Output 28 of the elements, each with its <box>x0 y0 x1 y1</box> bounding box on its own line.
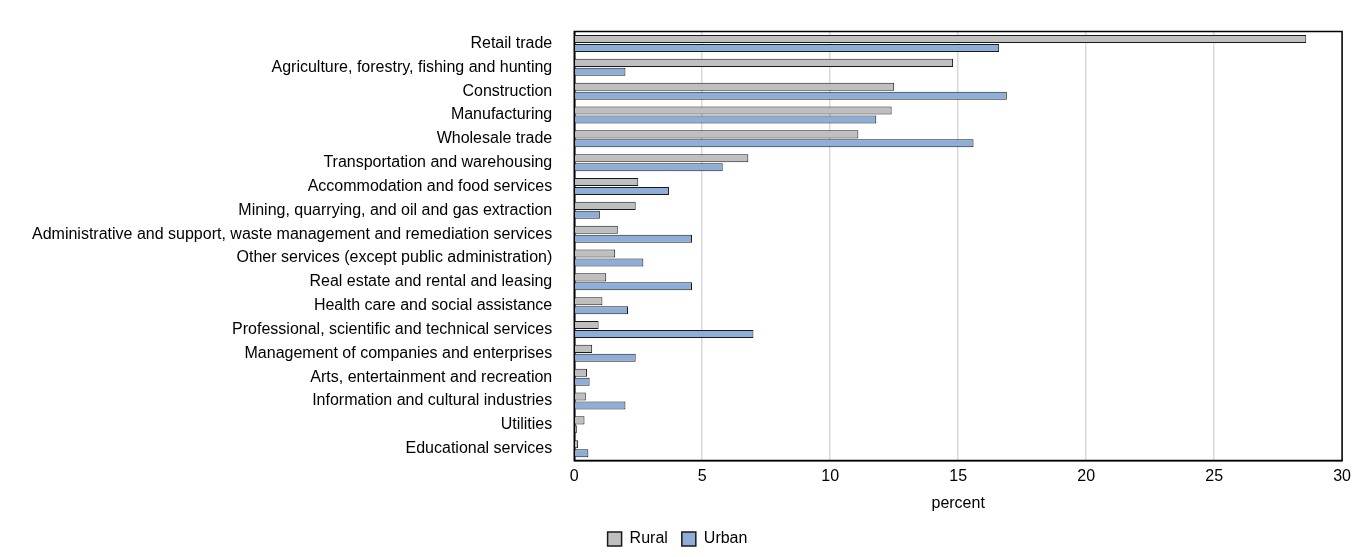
y-tick-label: Retail trade <box>470 33 553 51</box>
legend-label: Rural <box>629 529 668 547</box>
y-tick-label: Professional, scientific and technical services <box>232 319 553 337</box>
y-tick-label: Real estate and rental and leasing <box>309 272 553 290</box>
y-tick-label: Mining, quarrying, and oil and gas extraction <box>238 200 553 218</box>
x-tick-label: 30 <box>1333 466 1352 484</box>
y-tick-label: Utilities <box>500 415 553 433</box>
x-tick-label: 5 <box>697 466 707 484</box>
y-tick-label: Agriculture, forestry, fishing and hunting <box>271 57 553 75</box>
y-tick-label: Health care and social assistance <box>313 296 553 314</box>
x-tick-label: 0 <box>569 466 579 484</box>
y-tick-label: Transportation and warehousing <box>323 153 553 171</box>
y-tick-label: Accommodation and food services <box>307 176 553 194</box>
x-axis-title: percent <box>931 493 986 511</box>
x-tick-label: 25 <box>1205 466 1224 484</box>
y-tick-label: Construction <box>462 81 553 99</box>
y-tick-label: Manufacturing <box>450 105 553 123</box>
y-tick-label: Administrative and support, waste management and remediation services <box>32 224 553 242</box>
y-tick-label: Educational services <box>405 439 553 457</box>
x-tick-label: 10 <box>821 466 840 484</box>
x-tick-label: 15 <box>949 466 968 484</box>
legend-label: Urban <box>703 529 748 547</box>
x-tick-label: 20 <box>1077 466 1096 484</box>
y-tick-label: Information and cultural industries <box>312 391 553 409</box>
y-tick-label: Wholesale trade <box>436 129 553 147</box>
y-tick-label: Management of companies and enterprises <box>244 343 553 361</box>
y-tick-label: Arts, entertainment and recreation <box>310 367 553 385</box>
y-tick-label: Other services (except public administration) <box>236 248 553 266</box>
